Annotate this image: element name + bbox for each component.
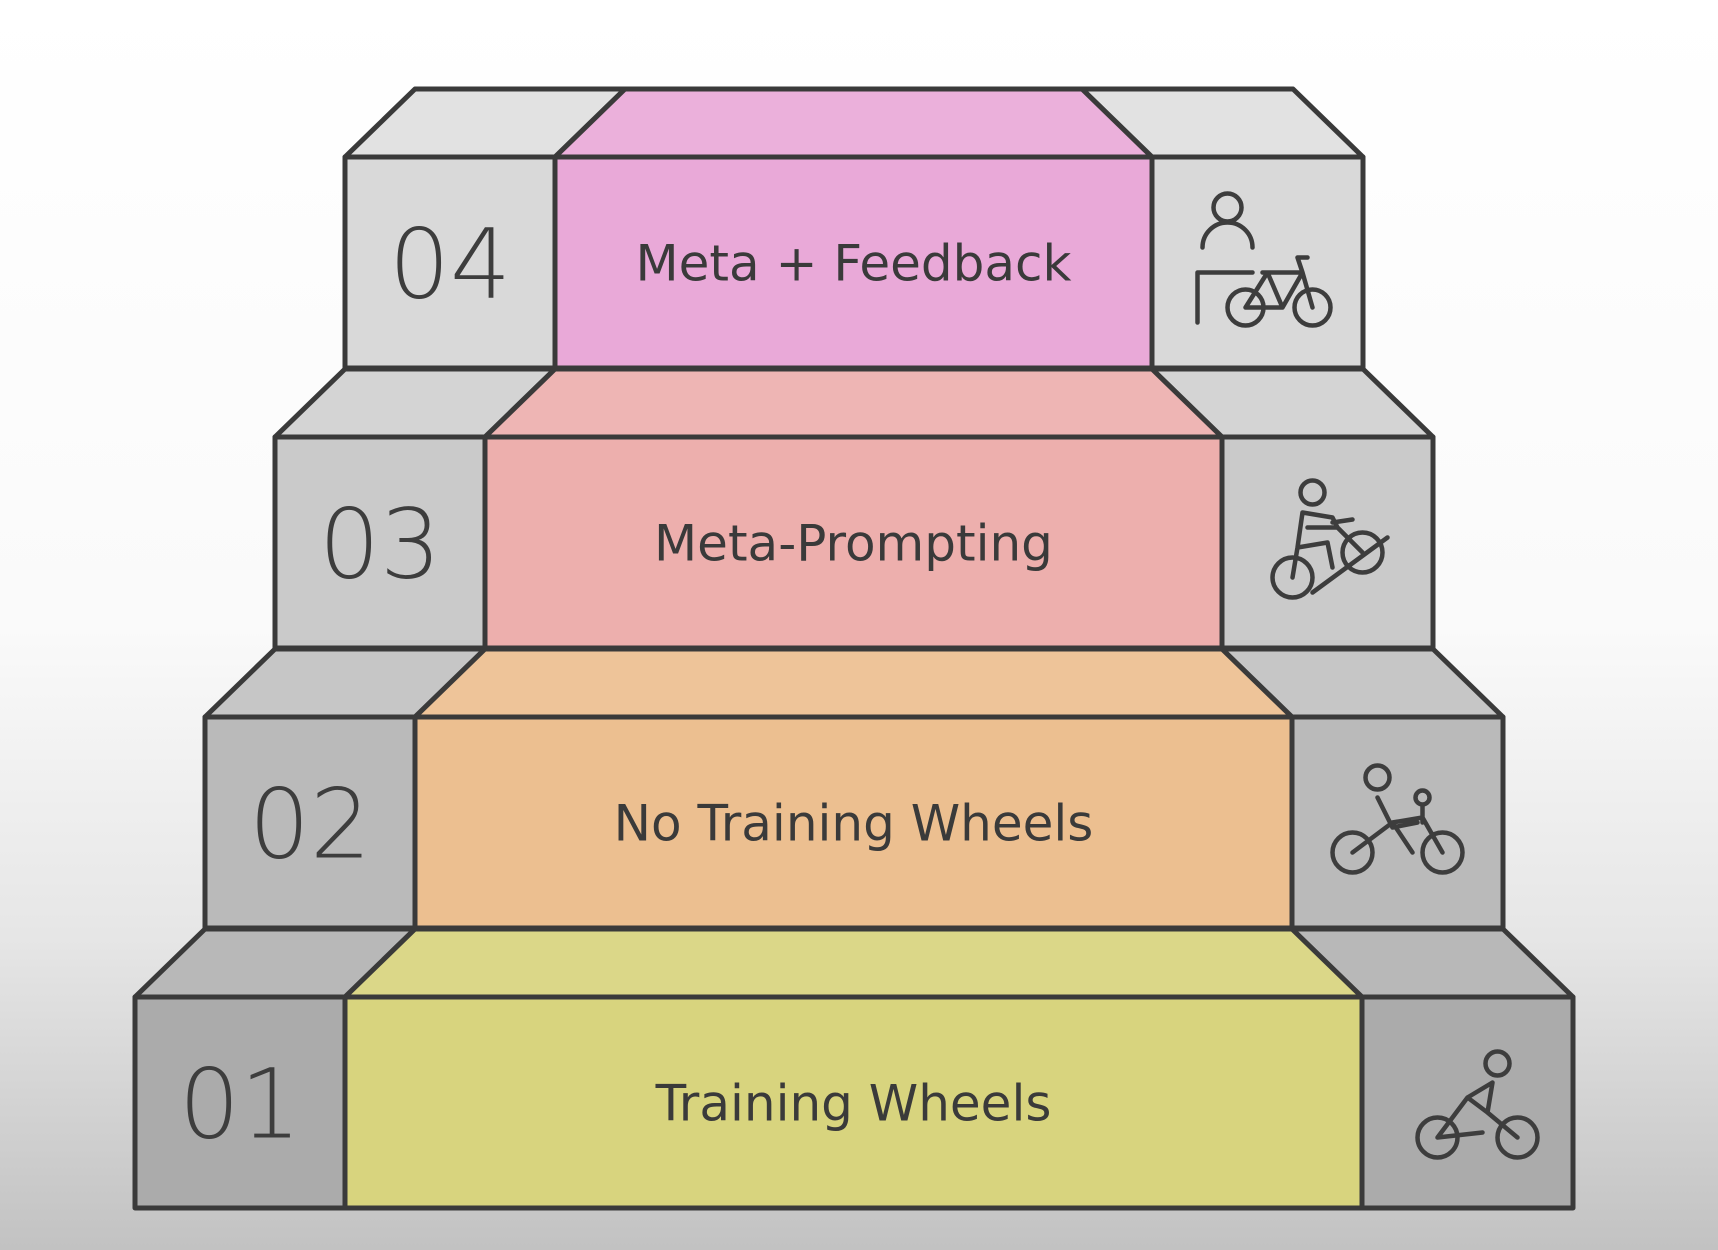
step-label: Meta-Prompting — [654, 515, 1053, 573]
step-03: 03 Meta-Prompting — [272, 366, 1436, 651]
step-number: 01 — [179, 1049, 301, 1161]
step-top-face — [482, 366, 1225, 440]
step-number: 04 — [389, 209, 511, 321]
step-label: Training Wheels — [655, 1075, 1052, 1133]
step-top-face — [412, 646, 1295, 720]
right-block-front — [1149, 154, 1366, 371]
step-01: 01 Training Wheels — [132, 926, 1576, 1211]
step-02: 02 No Training Wheels — [202, 646, 1506, 931]
step-label: Meta + Feedback — [636, 235, 1072, 293]
right-block-front — [1359, 994, 1576, 1211]
step-number: 02 — [249, 769, 371, 881]
coach-with-bicycle-icon — [1195, 191, 1333, 328]
cyclist-with-helper-icon — [1330, 763, 1465, 875]
step-top-face — [552, 86, 1155, 160]
cyclist-icon — [1415, 1049, 1540, 1160]
step-label: No Training Wheels — [614, 795, 1094, 853]
step-front-face — [342, 994, 1365, 1211]
step-top-face — [342, 926, 1365, 1000]
uphill-cyclist-icon — [1270, 478, 1390, 600]
step-number: 03 — [319, 489, 441, 601]
step-04: 04 Meta + Feedback — [342, 86, 1366, 371]
